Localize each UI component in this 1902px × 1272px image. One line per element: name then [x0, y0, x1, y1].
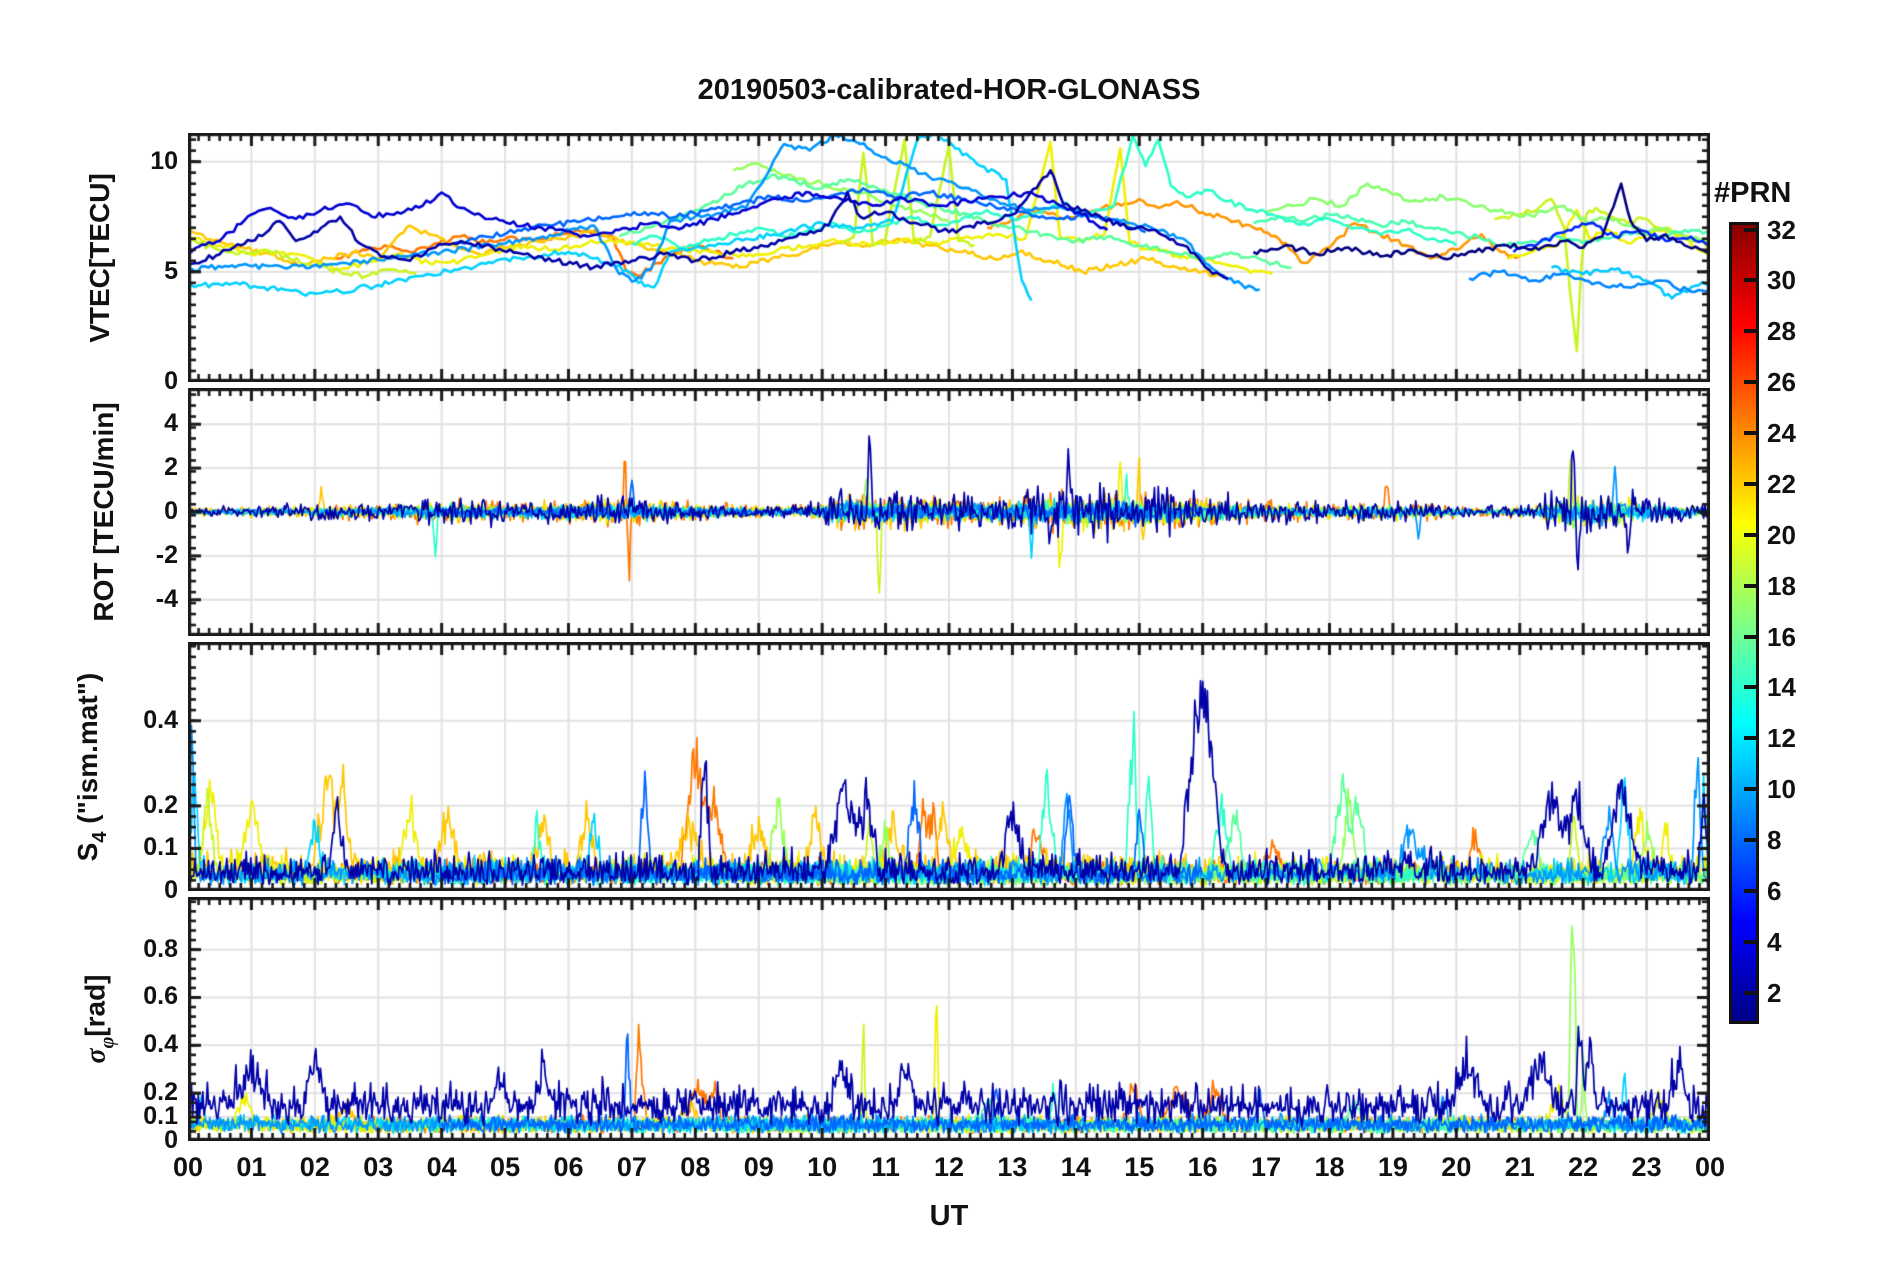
- y-tick-label: 0: [164, 876, 178, 904]
- y-tick-label: 0.4: [143, 1030, 178, 1059]
- panel-rot: [188, 388, 1710, 636]
- y-tick-label: -4: [155, 584, 178, 613]
- x-tick-label: 13: [997, 1152, 1028, 1182]
- colorbar-tick: [1744, 787, 1756, 792]
- colorbar-tick-label: 30: [1767, 265, 1796, 296]
- colorbar-tick: [1744, 888, 1756, 893]
- x-tick-label: 07: [616, 1152, 647, 1182]
- colorbar-tick: [1744, 329, 1756, 334]
- colorbar-tick-label: 12: [1767, 723, 1796, 754]
- colorbar-tick-label: 4: [1767, 926, 1782, 957]
- colorbar-tick: [1744, 481, 1756, 486]
- x-tick-label: 12: [933, 1152, 965, 1182]
- colorbar-tick: [1744, 431, 1756, 436]
- colorbar-tick: [1744, 278, 1756, 283]
- y-tick-label: 0: [164, 367, 178, 395]
- panel-s4-plot: [188, 642, 1710, 891]
- x-tick-label: 14: [1060, 1152, 1091, 1182]
- y-tick-label: 10: [150, 146, 178, 175]
- y-tick-label: 0.1: [143, 833, 178, 862]
- x-tick-label: 04: [426, 1152, 457, 1182]
- colorbar-tick: [1744, 736, 1756, 741]
- panel-vtec-plot: [188, 133, 1710, 382]
- x-tick-label: 17: [1251, 1152, 1282, 1182]
- x-tick-label: 15: [1124, 1152, 1155, 1182]
- panel-sigma-phi-plot: [188, 897, 1710, 1141]
- x-tick-label: 05: [490, 1152, 521, 1182]
- colorbar-tick-label: 28: [1767, 316, 1796, 347]
- colorbar-tick: [1744, 380, 1756, 385]
- x-tick-label: 23: [1631, 1152, 1662, 1182]
- x-axis-label: UT: [929, 1200, 969, 1232]
- colorbar-tick: [1744, 990, 1756, 995]
- x-tick-label: 16: [1187, 1152, 1218, 1182]
- colorbar-tick-label: 10: [1767, 774, 1796, 805]
- colorbar-tick: [1744, 634, 1756, 639]
- x-tick-label: 22: [1568, 1152, 1599, 1182]
- x-tick-label: 18: [1314, 1152, 1345, 1182]
- prn-colorbar: [1729, 222, 1759, 1024]
- y-tick-label: 5: [164, 256, 178, 285]
- y-axis-label-s4: S4 ("ism.mat"): [72, 672, 111, 861]
- colorbar-tick: [1744, 685, 1756, 690]
- colorbar-tick-label: 18: [1767, 570, 1796, 601]
- chart-title: 20190503-calibrated-HOR-GLONASS: [697, 74, 1201, 106]
- panel-rot-plot: [188, 388, 1710, 636]
- colorbar-tick-label: 26: [1767, 367, 1796, 398]
- y-tick-label: 0.6: [143, 982, 178, 1011]
- colorbar-tick-label: 20: [1767, 519, 1796, 550]
- x-tick-label: 10: [807, 1152, 838, 1182]
- colorbar-tick-label: 32: [1767, 214, 1796, 245]
- x-tick-label: 08: [680, 1152, 711, 1182]
- y-tick-label: 0.2: [143, 1078, 178, 1107]
- y-tick-label: -2: [155, 540, 178, 569]
- y-tick-label: 4: [164, 409, 178, 438]
- y-tick-label: 0.8: [143, 934, 178, 963]
- colorbar-tick-label: 2: [1767, 977, 1782, 1008]
- colorbar-tick-label: 22: [1767, 468, 1796, 499]
- panel-sigma-phi: [188, 897, 1710, 1141]
- colorbar-tick-label: 6: [1767, 875, 1782, 906]
- x-tick-label: 00: [172, 1152, 204, 1182]
- x-tick-label: 01: [236, 1152, 267, 1182]
- panel-vtec: [188, 133, 1710, 382]
- y-tick-label: 2: [164, 453, 178, 482]
- colorbar-tick: [1744, 227, 1756, 232]
- y-tick-label: 0: [164, 497, 178, 525]
- colorbar-tick: [1744, 939, 1756, 944]
- x-tick-label: 02: [299, 1152, 330, 1182]
- colorbar-tick: [1744, 583, 1756, 588]
- colorbar-tick: [1744, 532, 1756, 537]
- x-tick-label: 00: [1694, 1152, 1726, 1182]
- x-tick-label: 19: [1377, 1152, 1408, 1182]
- colorbar-tick-label: 16: [1767, 621, 1796, 652]
- x-tick-label: 21: [1504, 1152, 1535, 1182]
- y-tick-label: 0: [164, 1126, 178, 1154]
- colorbar-tick-label: 8: [1767, 824, 1782, 855]
- y-tick-label: 0.4: [143, 705, 178, 734]
- panel-s4: [188, 642, 1710, 891]
- colorbar-tick-label: 24: [1767, 418, 1796, 449]
- y-tick-label: 0.2: [143, 790, 178, 819]
- x-tick-label: 09: [743, 1152, 774, 1182]
- colorbar-title: #PRN: [1714, 177, 1792, 209]
- colorbar-tick-label: 14: [1767, 672, 1796, 703]
- x-tick-label: 06: [553, 1152, 584, 1182]
- x-tick-label: 20: [1441, 1152, 1472, 1182]
- x-tick-label: 03: [363, 1152, 394, 1182]
- y-tick-label: 0.1: [143, 1102, 178, 1131]
- x-tick-label: 11: [871, 1152, 900, 1182]
- colorbar-tick: [1744, 837, 1756, 842]
